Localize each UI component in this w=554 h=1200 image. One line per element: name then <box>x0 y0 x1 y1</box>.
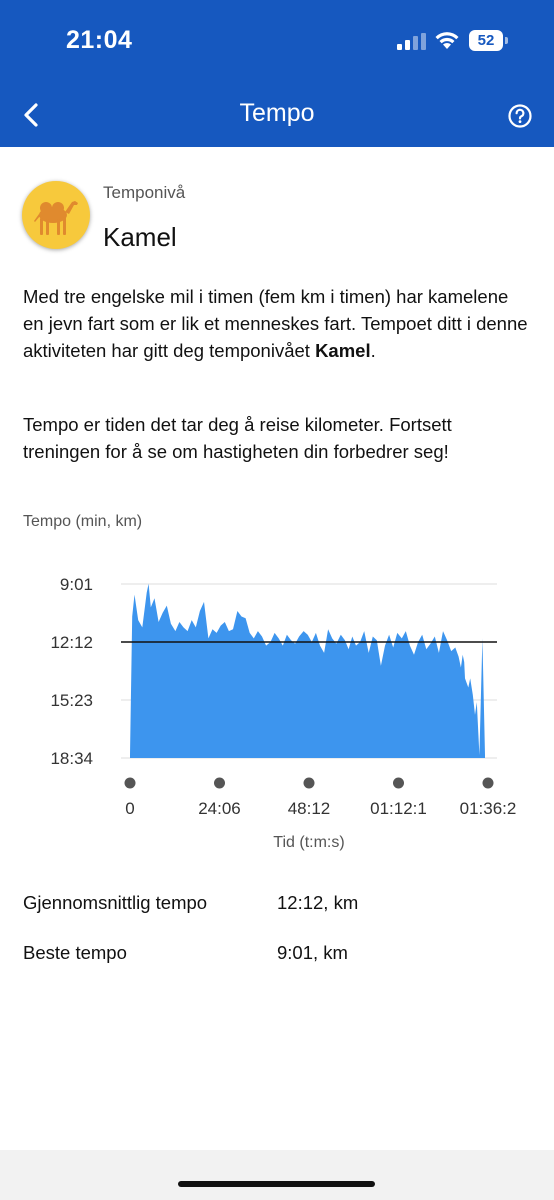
x-tick-label: 01:12:1 <box>370 799 427 818</box>
average-pace-label: Gjennomsnittlig tempo <box>23 892 208 913</box>
chevron-left-icon <box>24 103 38 127</box>
best-pace-label: Beste tempo <box>23 942 127 963</box>
x-tick-label: 0 <box>125 799 134 818</box>
battery-icon: 52 <box>469 30 509 52</box>
app-header: 21:04 52 Tempo <box>0 0 554 147</box>
best-pace-value: 9:01, km <box>277 942 348 963</box>
average-pace-value: 12:12, km <box>277 892 359 913</box>
x-tick-dot <box>214 777 225 789</box>
y-tick-label: 12:12 <box>50 633 93 652</box>
help-button[interactable] <box>507 103 533 129</box>
y-tick-label: 18:34 <box>50 749 93 768</box>
cellular-signal-icon <box>397 33 426 50</box>
home-indicator[interactable] <box>178 1181 375 1187</box>
y-tick-label: 15:23 <box>50 691 93 710</box>
pace-chart: 9:01 12:12 15:23 18:34 0 24:06 48:12 01:12:1 01:… <box>50 575 517 851</box>
bottom-bar <box>0 1150 554 1200</box>
x-tick-dot <box>393 777 404 789</box>
x-tick-label: 01:36:2 <box>460 799 517 818</box>
chart-y-label: Tempo (min, km) <box>23 513 143 530</box>
chart-x-label: Tid (t:m:s) <box>273 834 344 851</box>
pace-explanation: Tempo er tiden det tar deg å reise kilom… <box>23 414 452 462</box>
x-tick-dot <box>303 777 315 789</box>
x-tick-label: 24:06 <box>198 799 241 818</box>
pace-level-name: Kamel <box>103 222 177 252</box>
battery-level: 52 <box>477 32 495 49</box>
x-tick-label: 48:12 <box>288 799 331 818</box>
pace-area-series <box>130 583 485 758</box>
x-tick-dot <box>482 777 494 789</box>
description-level-name: Kamel <box>315 340 371 361</box>
page-title: Tempo <box>239 99 315 127</box>
x-tick-dot <box>124 777 136 789</box>
pace-level-caption: Temponivå <box>103 183 186 202</box>
pace-level-avatar <box>22 181 90 249</box>
back-button[interactable] <box>18 100 46 130</box>
y-tick-label: 9:01 <box>60 575 93 594</box>
status-time: 21:04 <box>66 26 133 54</box>
wifi-icon <box>435 32 459 49</box>
help-circle-icon <box>508 104 532 128</box>
camel-icon <box>34 201 78 235</box>
pace-level-description: Med tre engelske mil i timen (fem km i t… <box>23 283 533 364</box>
description-text: Med tre engelske mil i timen (fem km i t… <box>23 286 528 361</box>
description-period: . <box>370 340 376 361</box>
